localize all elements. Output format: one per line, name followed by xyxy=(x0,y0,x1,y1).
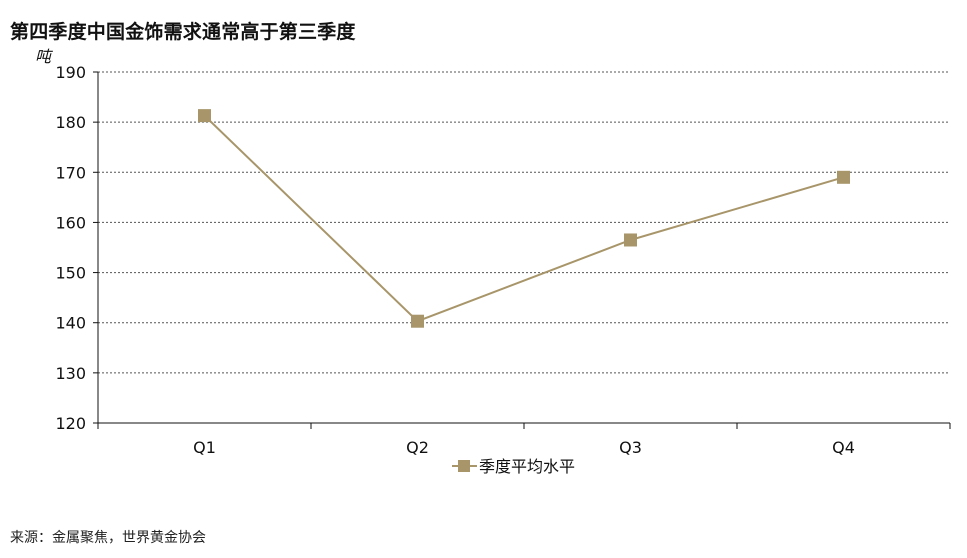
x-tick-label: Q3 xyxy=(619,438,642,457)
x-tick-labels: Q1 Q2 Q3 Q4 xyxy=(193,438,855,457)
chart-title: 第四季度中国金饰需求通常高于第三季度 xyxy=(10,21,356,43)
y-tick-label: 150 xyxy=(55,264,86,283)
data-point-marker xyxy=(198,109,211,123)
y-tick-labels: 120 130 140 150 160 170 180 190 xyxy=(55,63,86,433)
data-point-marker xyxy=(411,314,424,328)
legend-label: 季度平均水平 xyxy=(479,457,575,476)
line-chart: 120 130 140 150 160 170 180 190 Q1 Q2 Q3 Q4 季度平均水平 xyxy=(55,63,951,476)
y-axis-unit: 吨 xyxy=(35,47,52,66)
y-tick-label: 170 xyxy=(55,163,86,182)
x-tick-label: Q2 xyxy=(406,438,429,457)
y-tick-label: 190 xyxy=(55,63,86,82)
legend: 季度平均水平 xyxy=(452,457,575,476)
legend-marker xyxy=(458,460,470,472)
x-tick-label: Q1 xyxy=(193,438,216,457)
y-tick-label: 130 xyxy=(55,364,86,383)
y-tick-label: 140 xyxy=(55,314,86,333)
y-tick-label: 180 xyxy=(55,113,86,132)
y-tick-label: 160 xyxy=(55,213,86,232)
data-point-marker xyxy=(624,233,637,247)
data-point-marker xyxy=(837,170,850,184)
y-tick-label: 120 xyxy=(55,414,86,433)
series xyxy=(198,109,850,328)
source-note: 来源：金属聚焦，世界黄金协会 xyxy=(10,530,206,546)
grid-lines xyxy=(98,71,950,374)
x-tick-label: Q4 xyxy=(832,438,855,457)
series-line xyxy=(203,114,844,323)
axes xyxy=(93,71,951,429)
